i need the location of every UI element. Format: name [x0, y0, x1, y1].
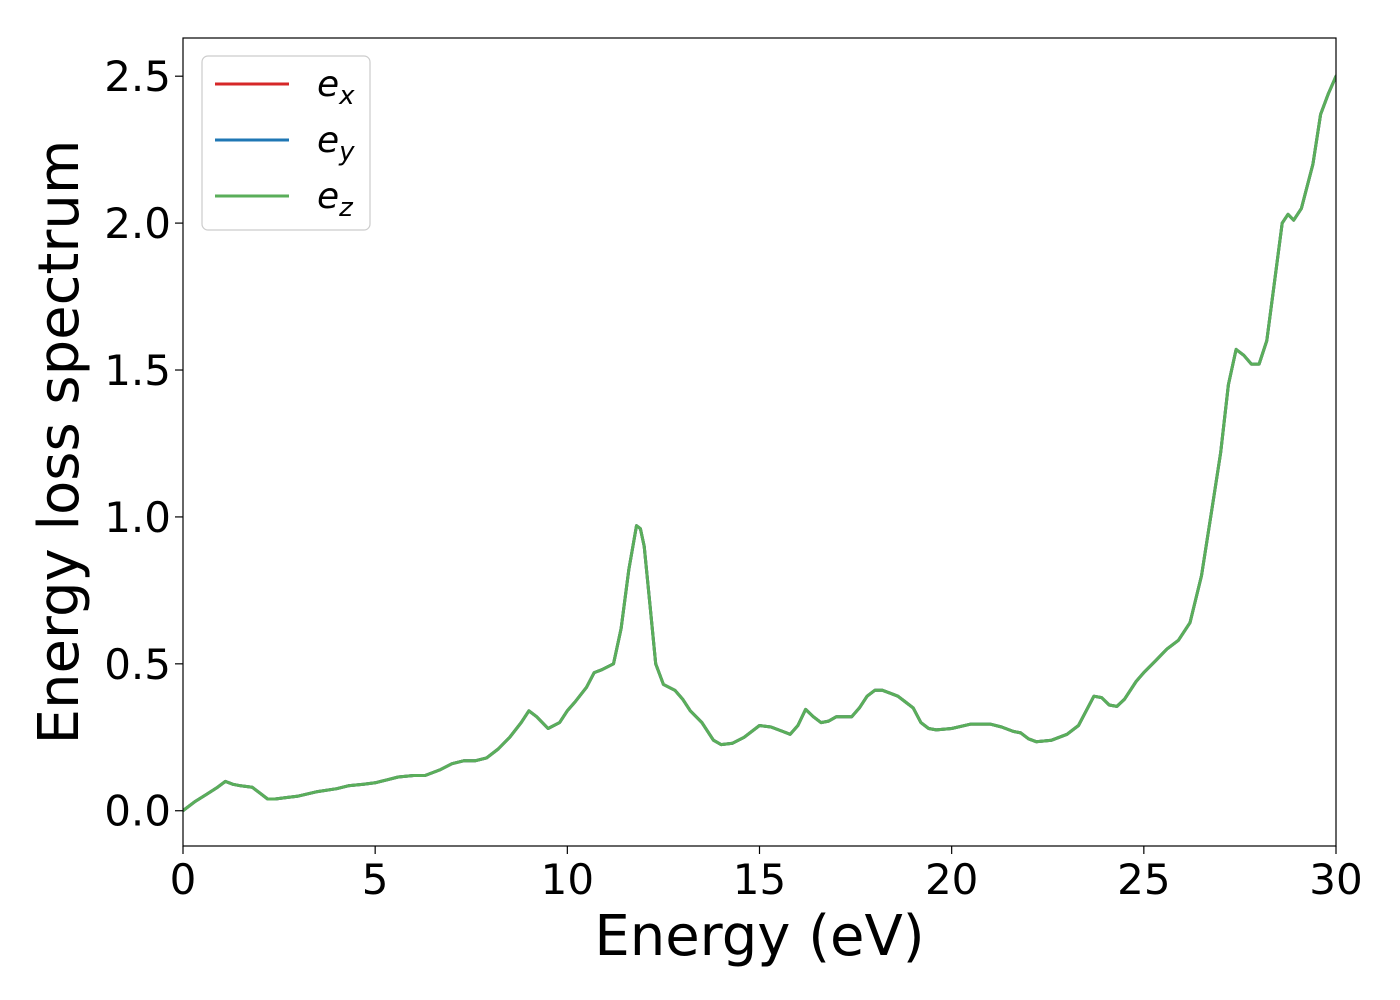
x-tick-label: 0: [170, 855, 197, 904]
x-axis-label: Energy (eV): [594, 904, 924, 969]
series-layer: [183, 74, 1336, 813]
y-tick-label: 0.0: [104, 787, 171, 836]
legend-box: [201, 55, 371, 231]
legend-label: ey: [317, 120, 355, 167]
x-tick-label: 20: [925, 855, 978, 904]
y-tick-label: 1.0: [104, 493, 171, 542]
x-tick-label: 15: [733, 855, 786, 904]
x-tick-label: 30: [1309, 855, 1362, 904]
y-axis: 0.0 0.5 1.0 1.5 2.0 2.5: [104, 52, 183, 836]
y-tick-label: 1.5: [104, 346, 171, 395]
y-axis-label: Energy loss spectrum: [27, 140, 92, 745]
legend-label: ex: [317, 64, 355, 111]
y-tick-label: 0.5: [104, 640, 171, 689]
series-line-e-z: [183, 74, 1336, 813]
y-tick-label: 2.0: [104, 199, 171, 248]
x-tick-label: 10: [541, 855, 594, 904]
legend: ex ey ez: [201, 55, 371, 231]
x-tick-label: 5: [362, 855, 389, 904]
x-tick-label: 25: [1117, 855, 1170, 904]
y-tick-label: 2.5: [104, 52, 171, 101]
legend-label: ez: [317, 176, 354, 223]
x-axis: 0 5 10 15 20 25 30: [170, 846, 1363, 904]
